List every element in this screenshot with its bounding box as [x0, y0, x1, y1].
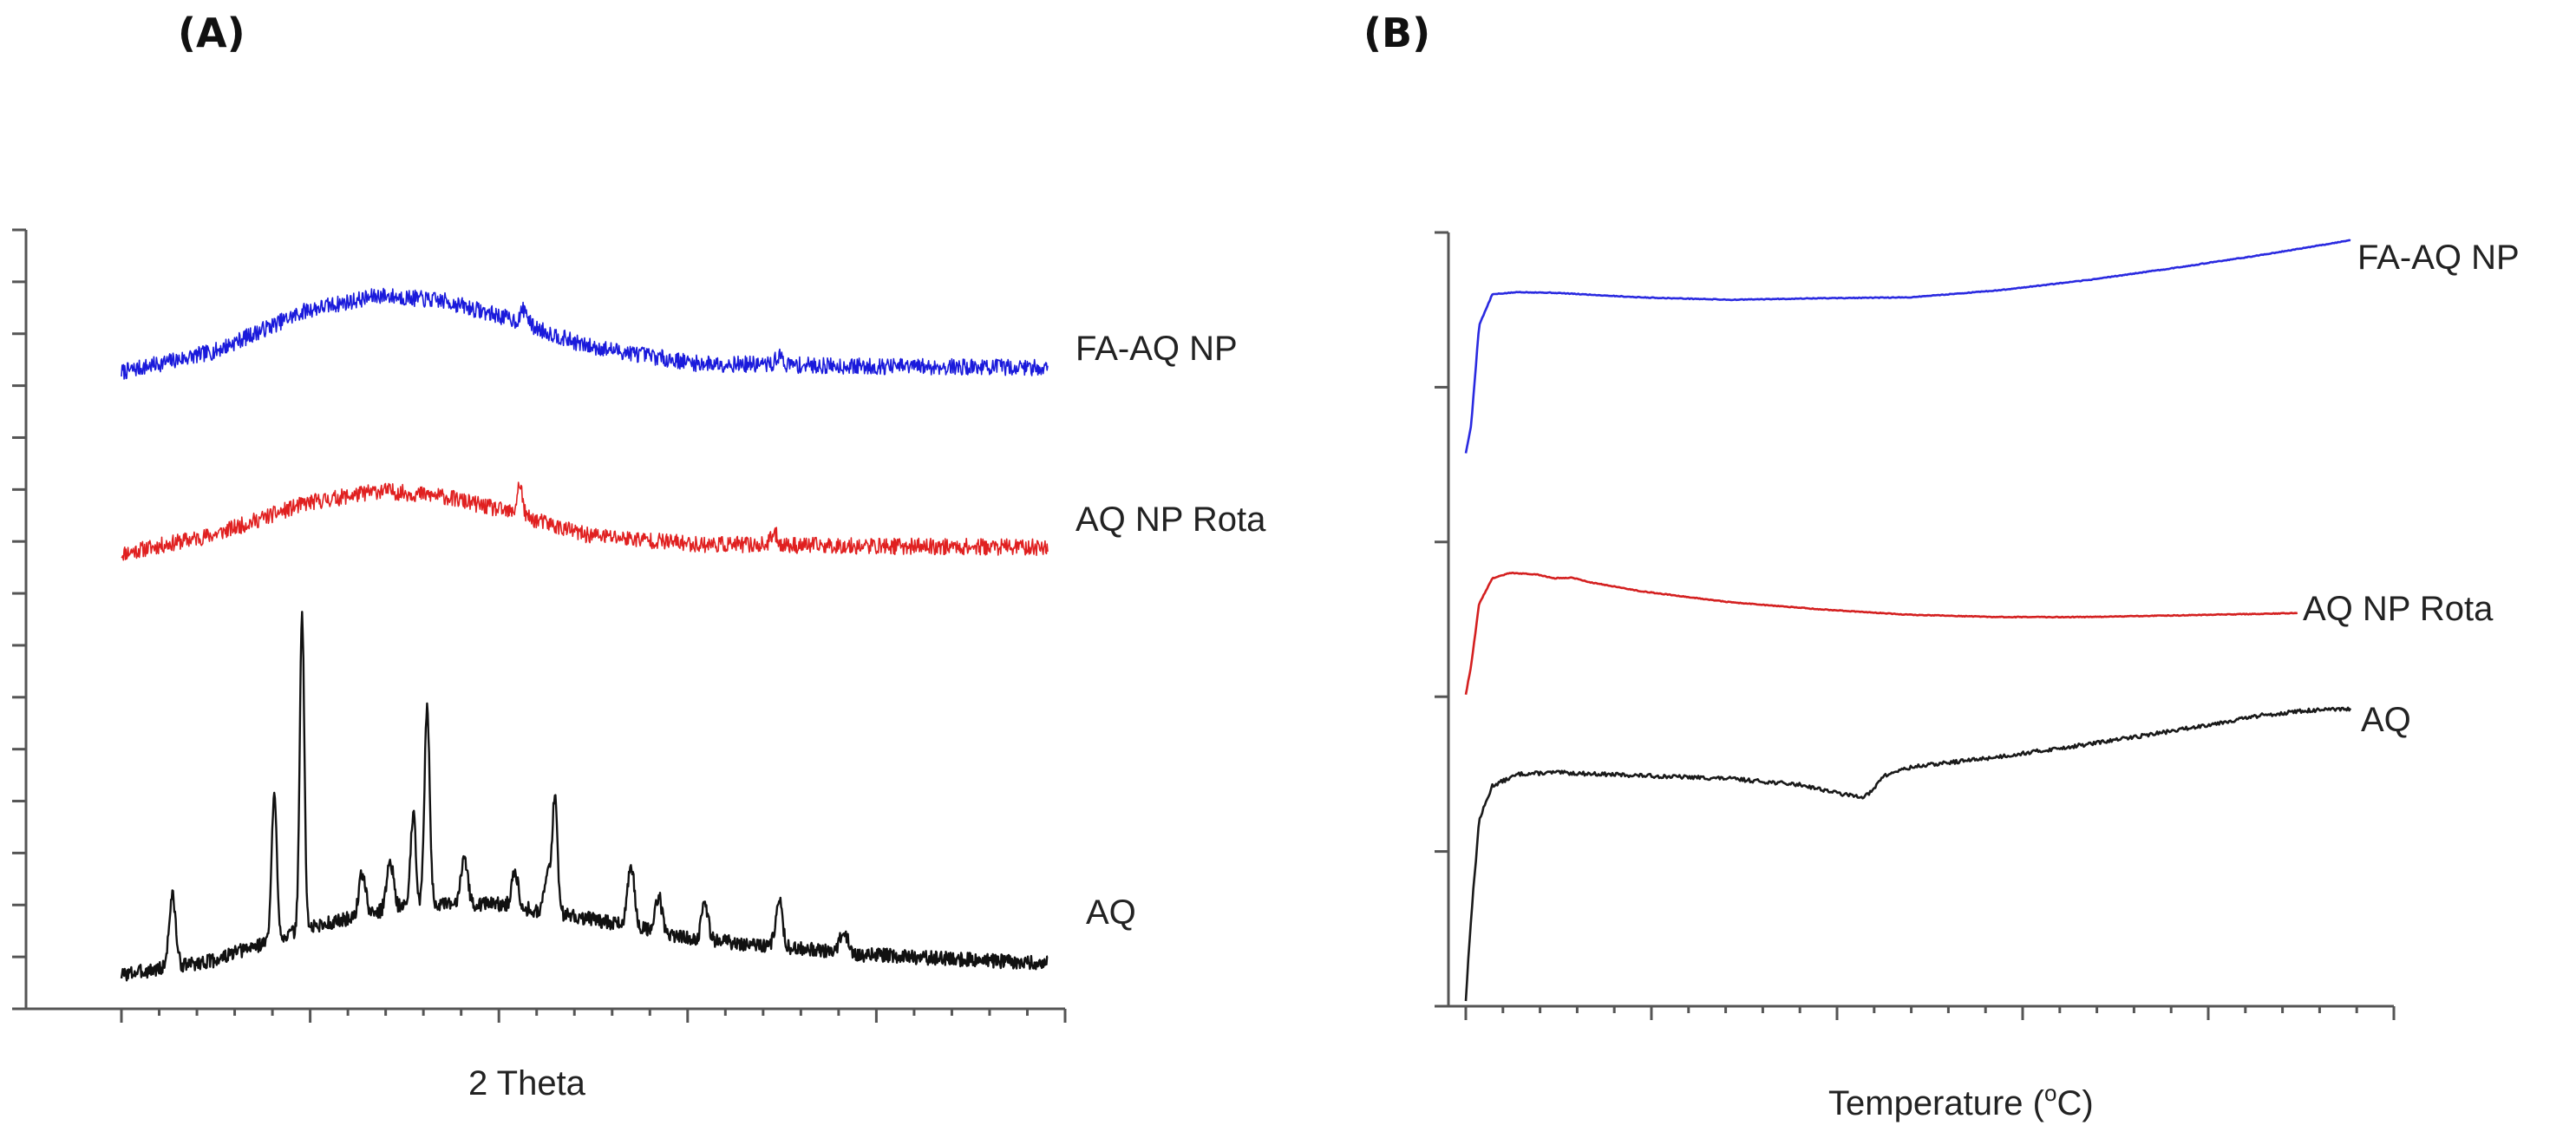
panel-a-series-aq-np-rota: [121, 481, 1049, 561]
axis-title-part: Temperature (: [1828, 1084, 2045, 1122]
panel-b-x-axis-title: Temperature (oC): [1828, 1080, 2094, 1122]
panel-b-label-aq: AQ: [2361, 701, 2411, 739]
panel-b-series-aq: [1464, 706, 2352, 1002]
axis-title-part: o: [2044, 1080, 2056, 1106]
panel-b-series-aq-np-rota: [1464, 572, 2298, 696]
panel-a-label: (A): [178, 10, 245, 56]
panel-a-series-fa-aq-np: [121, 287, 1049, 380]
panel-a: (A) FA-AQ NP AQ NP Rota AQ 2 Theta: [12, 10, 1266, 1102]
panel-b-series-fa-aq-np: [1464, 239, 2351, 454]
panel-a-series: [120, 287, 1049, 982]
panel-a-label-fa-aq-np: FA-AQ NP: [1076, 330, 1238, 368]
panel-b-label: (B): [1363, 10, 1430, 56]
panel-b: (B) FA-AQ NP AQ NP Rota AQ Temperature (…: [1363, 10, 2520, 1122]
panel-b-label-aq-np-rota: AQ NP Rota: [2303, 590, 2494, 628]
panel-b-ticks: [1435, 231, 2396, 1020]
panel-a-series-aq: [120, 611, 1049, 982]
axis-title-part: C): [2056, 1084, 2093, 1122]
panel-a-ticks: [12, 228, 1067, 1023]
panel-b-label-fa-aq-np: FA-AQ NP: [2357, 239, 2520, 277]
panel-a-label-aq-np-rota: AQ NP Rota: [1076, 501, 1266, 539]
panel-a-label-aq: AQ: [1086, 893, 1136, 932]
panel-b-series: [1464, 239, 2352, 1002]
panel-a-x-axis-title: 2 Theta: [468, 1064, 586, 1102]
